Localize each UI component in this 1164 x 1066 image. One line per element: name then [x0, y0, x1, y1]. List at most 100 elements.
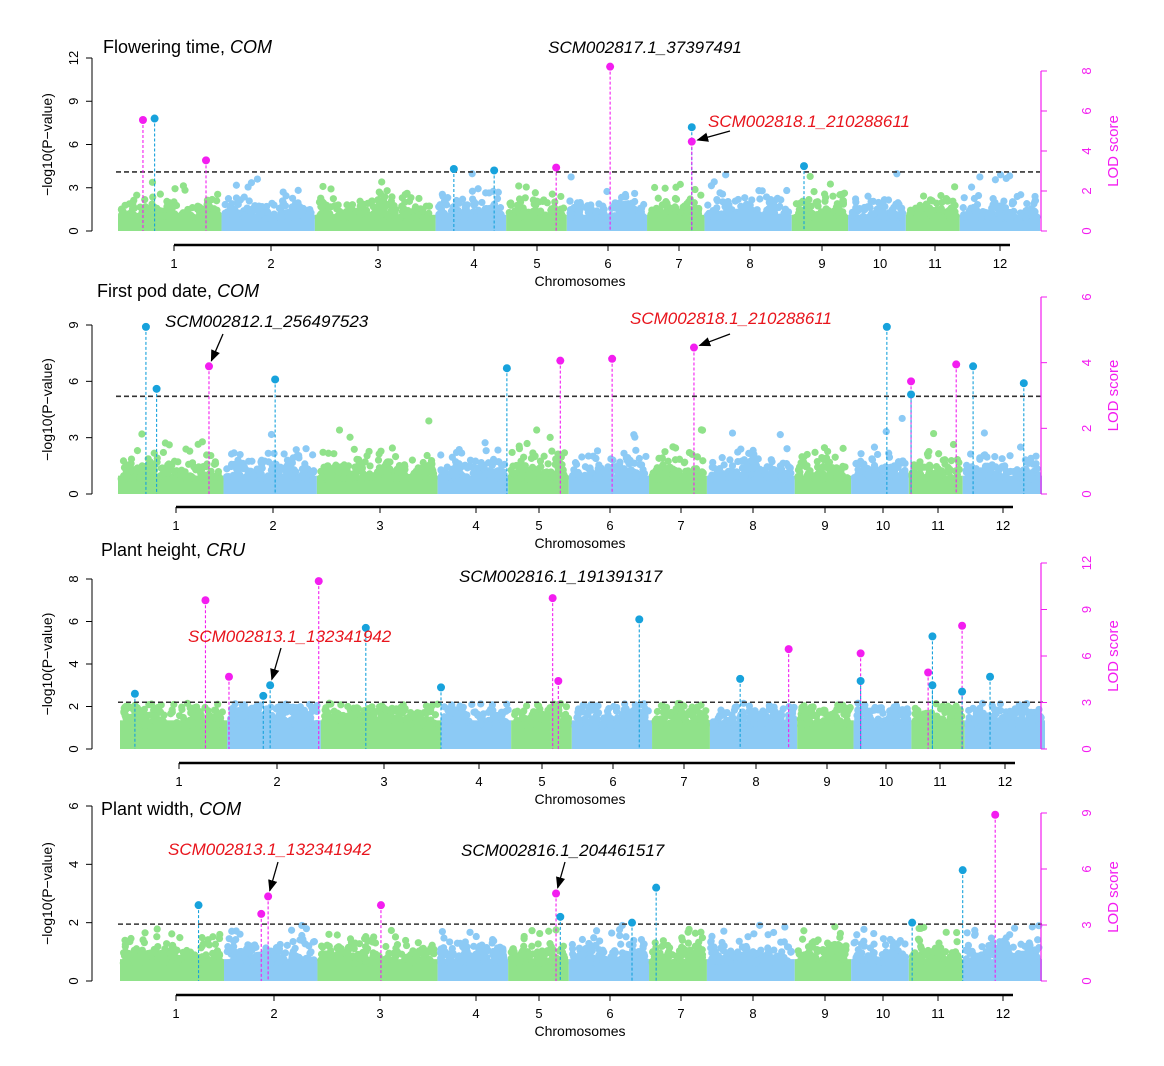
snp-point	[914, 706, 922, 715]
snp-point	[620, 465, 628, 473]
snp-point	[449, 471, 458, 479]
peak-point-blue	[635, 615, 644, 624]
snp-point	[240, 211, 248, 220]
snp-point	[451, 706, 459, 714]
snp-point	[215, 934, 224, 943]
snp-point	[649, 471, 657, 479]
peak-point-blue	[502, 364, 511, 373]
snp-point	[854, 470, 862, 478]
snp-point	[920, 212, 928, 220]
snp-point	[150, 945, 158, 954]
snp-point	[531, 189, 539, 197]
snp-point	[934, 212, 942, 220]
snp-point	[605, 213, 613, 222]
snp-point	[999, 473, 1007, 481]
left-y-tick-label: 8	[66, 575, 81, 582]
snp-annotation-label: SCM002813.1_132341942	[188, 627, 392, 646]
snp-point	[487, 473, 495, 481]
snp-point	[829, 192, 837, 200]
snp-point	[827, 214, 835, 222]
snp-point	[1001, 204, 1010, 212]
snp-point	[140, 939, 148, 947]
snp-point	[637, 204, 645, 212]
snp-point	[564, 717, 572, 726]
x-tick-label: 5	[538, 774, 545, 789]
snp-point	[942, 195, 950, 203]
snp-point	[930, 429, 938, 438]
snp-point	[624, 454, 632, 462]
snp-point	[522, 183, 530, 191]
snp-point	[322, 704, 330, 712]
snp-point	[128, 205, 137, 213]
snp-point	[253, 175, 262, 183]
snp-point	[810, 187, 818, 196]
snp-point	[787, 469, 795, 477]
snp-point	[583, 202, 592, 210]
snp-point	[463, 464, 472, 472]
peak-point-blue	[141, 322, 150, 331]
left-y-tick-label: 2	[66, 703, 81, 710]
snp-point	[930, 719, 938, 727]
snp-point	[834, 203, 842, 211]
snp-point	[246, 206, 254, 214]
snp-point	[982, 465, 990, 473]
snp-point	[585, 706, 593, 715]
snp-point	[718, 472, 726, 480]
snp-point	[870, 209, 878, 218]
snp-point	[600, 714, 608, 722]
snp-point	[570, 470, 578, 478]
snp-point	[126, 720, 134, 729]
snp-point	[1008, 721, 1016, 729]
snp-point	[632, 471, 640, 479]
snp-point	[219, 720, 228, 728]
snp-point	[973, 206, 981, 215]
snp-point	[337, 210, 345, 218]
snp-point	[677, 705, 685, 713]
snp-point	[153, 925, 161, 933]
snp-point	[159, 470, 167, 478]
snp-point	[221, 200, 229, 209]
snp-point	[354, 213, 362, 222]
snp-point	[1005, 713, 1013, 721]
snp-point	[889, 213, 897, 221]
snp-point	[1032, 460, 1040, 468]
peak-point-magenta	[958, 621, 967, 630]
snp-point	[560, 471, 568, 479]
snp-point	[578, 453, 586, 461]
snp-point	[688, 212, 696, 220]
snp-point	[959, 204, 967, 212]
snp-point	[540, 452, 548, 460]
x-tick-label: 11	[931, 518, 945, 533]
snp-point	[745, 702, 754, 710]
peak-point-blue	[687, 123, 696, 132]
snp-point	[511, 469, 520, 477]
snp-point	[379, 209, 387, 218]
snp-point	[841, 463, 849, 471]
snp-point	[721, 203, 729, 211]
snp-point	[257, 470, 265, 478]
snp-point	[221, 213, 230, 222]
snp-point	[458, 449, 466, 457]
snp-point	[1036, 712, 1044, 721]
panel-title-trait: Plant height,	[101, 540, 206, 560]
snp-point	[153, 719, 161, 728]
snp-point	[900, 469, 909, 477]
snp-point	[232, 194, 241, 202]
snp-point	[200, 959, 208, 967]
annotation-arrow	[210, 333, 224, 362]
snp-point	[388, 444, 396, 452]
snp-point	[967, 183, 976, 191]
snp-point	[403, 210, 411, 218]
snp-point	[414, 464, 422, 472]
snp-point	[181, 186, 189, 194]
snp-point	[459, 472, 467, 480]
snp-point	[210, 460, 219, 468]
x-tick-label: 7	[680, 774, 687, 789]
snp-point	[408, 456, 416, 464]
right-lod-tick-label: 9	[1079, 606, 1094, 613]
snp-point	[344, 721, 353, 730]
snp-point	[729, 212, 738, 220]
left-y-tick-label: 0	[66, 745, 81, 752]
snp-point	[415, 474, 423, 482]
